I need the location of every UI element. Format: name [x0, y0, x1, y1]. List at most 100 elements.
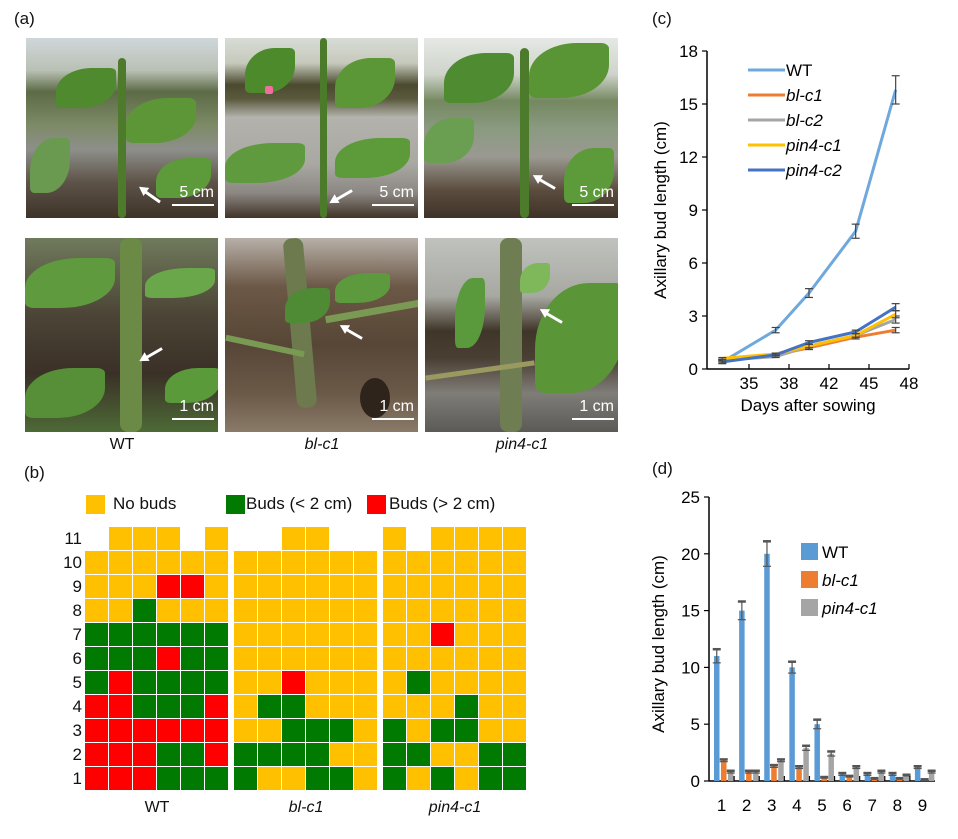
arrow-icon — [142, 347, 163, 361]
heatmap-cell — [330, 551, 354, 575]
heatmap-cell — [407, 527, 431, 551]
series-line-WT — [721, 89, 898, 364]
y-tick-label: 5 — [691, 715, 700, 734]
heatmap-cell — [354, 551, 378, 575]
heatmap-cell — [181, 719, 205, 743]
heatmap-cell — [109, 647, 133, 671]
heatmap-cell — [234, 575, 258, 599]
y-tick-label: 0 — [689, 360, 698, 379]
y-tick-label: 10 — [681, 658, 700, 677]
scale-bar — [172, 204, 214, 206]
legend-buds-large: Buds (> 2 cm) — [367, 494, 495, 514]
heatmap-cell — [354, 599, 378, 623]
heatmap-cell — [503, 527, 527, 551]
heatmap-cell — [258, 767, 282, 791]
panel-c-label: (c) — [652, 9, 672, 28]
heatmap-group-label: bl-c1 — [288, 799, 324, 816]
heatmap-cell — [157, 695, 181, 719]
heatmap-cell — [383, 767, 407, 791]
legend-label: Buds (< 2 cm) — [246, 494, 353, 513]
heatmap-cell — [157, 575, 181, 599]
heatmap-cell — [157, 719, 181, 743]
legend-label: pin4-c1 — [785, 136, 842, 155]
x-tick-label: 35 — [740, 374, 759, 393]
heatmap-cell — [85, 623, 109, 647]
x-tick-label: 48 — [900, 374, 919, 393]
y-tick-label: 6 — [689, 254, 698, 273]
heatmap-cell — [258, 527, 282, 551]
heatmap-cell — [479, 551, 503, 575]
heatmap-group-label: pin4-c1 — [428, 799, 482, 816]
bar-bl-c1 — [746, 771, 752, 781]
heatmap-cell — [455, 527, 479, 551]
heatmap-cell — [133, 647, 157, 671]
bar-WT — [714, 656, 720, 781]
heatmap-cell — [479, 671, 503, 695]
heatmap-cell — [407, 719, 431, 743]
scale-label: 5 cm — [379, 184, 414, 201]
heatmap-cell — [205, 599, 229, 623]
y-tick-label: 18 — [679, 42, 698, 61]
bar-pin4-c1 — [753, 771, 759, 781]
x-tick-label: 5 — [817, 796, 826, 815]
legend-label: WT — [822, 543, 848, 562]
heatmap-cell — [234, 623, 258, 647]
arrow-icon — [332, 189, 353, 203]
heatmap-cell — [383, 743, 407, 767]
heatmap-cell — [234, 719, 258, 743]
heatmap-cell — [407, 599, 431, 623]
heatmap-cell — [181, 743, 205, 767]
x-tick-label: 2 — [742, 796, 751, 815]
heatmap-cell — [258, 647, 282, 671]
heatmap-cell — [205, 767, 229, 791]
legend-swatch-yellow — [86, 494, 105, 514]
heatmap-cell — [306, 623, 330, 647]
heatmap-cell — [85, 743, 109, 767]
heatmap-cell — [205, 551, 229, 575]
x-tick-label: 6 — [842, 796, 851, 815]
heatmap-cell — [354, 623, 378, 647]
heatmap-cell — [282, 719, 306, 743]
heatmap-cell — [181, 599, 205, 623]
scale-label: 1 cm — [379, 398, 414, 415]
heatmap-cell — [431, 527, 455, 551]
legend-label: WT — [786, 61, 812, 80]
row-label: 7 — [72, 625, 82, 644]
heatmap-cell — [354, 671, 378, 695]
heatmap-cell — [282, 575, 306, 599]
series-line-pin4-c1 — [722, 312, 897, 360]
heatmap-cell — [85, 695, 109, 719]
heatmap-cell — [282, 623, 306, 647]
heatmap-cell — [157, 767, 181, 791]
heatmap-cell — [383, 647, 407, 671]
heatmap-cell — [258, 743, 282, 767]
bar-bl-c1 — [846, 776, 853, 781]
heatmap-cell — [157, 599, 181, 623]
bar-WT — [914, 767, 921, 781]
heatmap-cell — [282, 671, 306, 695]
heatmap-cell — [455, 599, 479, 623]
heatmap-cell — [133, 623, 157, 647]
heatmap-cell — [109, 671, 133, 695]
legend-label: bl-c2 — [786, 111, 823, 130]
x-axis-title: Days after sowing — [740, 396, 875, 415]
heatmap-cell — [133, 671, 157, 695]
heatmap-cell — [354, 647, 378, 671]
heatmap-cell — [455, 551, 479, 575]
heatmap-cell — [431, 551, 455, 575]
y-tick-label: 3 — [689, 307, 698, 326]
heatmap-cell — [109, 623, 133, 647]
heatmap-cell — [282, 743, 306, 767]
heatmap-cell — [282, 527, 306, 551]
x-tick-label: 7 — [867, 796, 876, 815]
heatmap-cell — [306, 647, 330, 671]
heatmap-cell — [282, 647, 306, 671]
y-tick-label: 15 — [679, 95, 698, 114]
y-tick-label: 9 — [689, 201, 698, 220]
heatmap-cell — [455, 695, 479, 719]
heatmap-cell — [306, 671, 330, 695]
heatmap-cell — [234, 695, 258, 719]
legend-swatch-green — [226, 494, 245, 514]
heatmap-cell — [431, 671, 455, 695]
heatmap-cell — [282, 551, 306, 575]
